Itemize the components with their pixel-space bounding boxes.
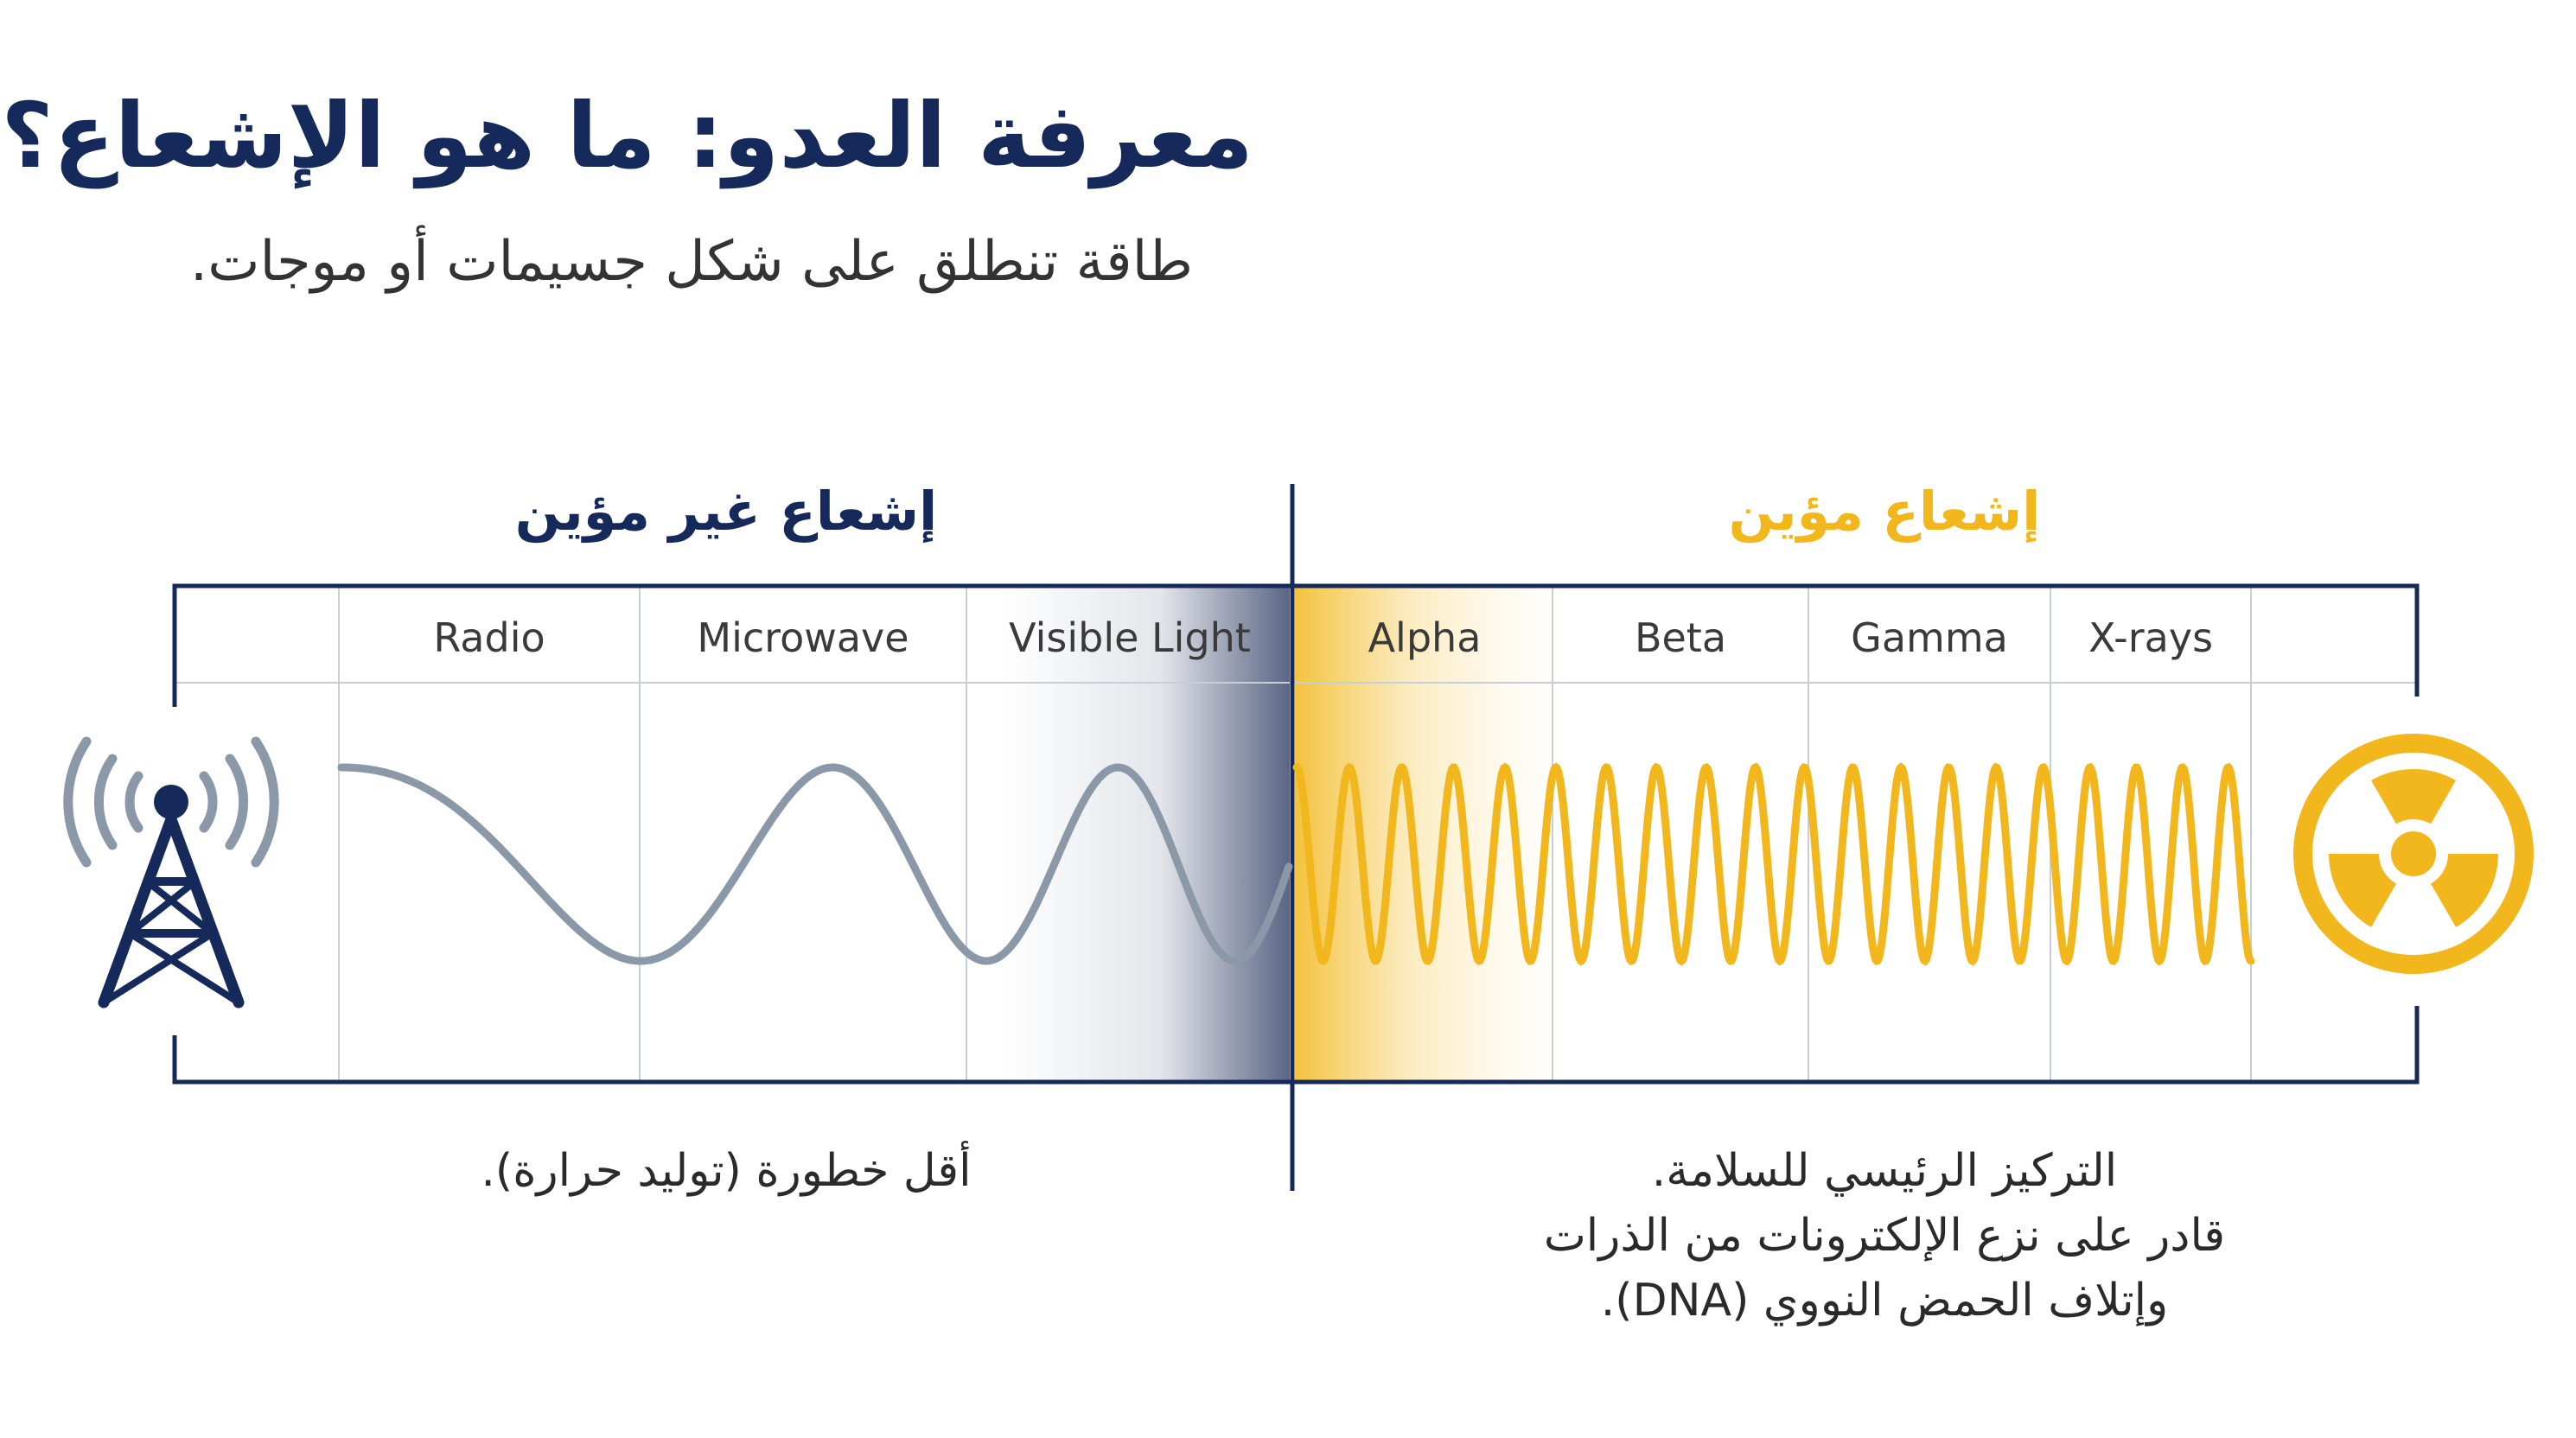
ionizing-heading: إشعاع مؤين: [1728, 480, 2041, 543]
non-ionizing-wave: [337, 763, 1293, 965]
band-label-visible-light: Visible Light: [1009, 614, 1251, 661]
non-ionizing-fade: [1003, 586, 1290, 1080]
band-label-radio: Radio: [433, 614, 545, 661]
band-label-x-rays: X-rays: [2088, 614, 2214, 661]
ionizing-note-line-3: وإتلاف الحمض النووي (DNA).: [1600, 1275, 2169, 1327]
radiation-hazard-icon: [2293, 734, 2534, 974]
non-ionizing-note: أقل خطورة (توليد حرارة).: [481, 1145, 972, 1197]
band-label-beta: Beta: [1634, 614, 1727, 661]
page-title: معرفة العدو: ما هو الإشعاع؟: [1, 83, 1253, 188]
band-label-microwave: Microwave: [697, 614, 909, 661]
radio-tower-icon: [63, 736, 279, 1009]
ionizing-wave: [1292, 762, 2255, 966]
page-subtitle: طاقة تنطلق على شكل جسيمات أو موجات.: [189, 230, 1193, 294]
trefoil-blade-right: [2431, 854, 2498, 927]
ionizing-note-line-1: التركيز الرئيسي للسلامة.: [1651, 1145, 2118, 1197]
ionizing-note-line-2: قادر على نزع الإلكترونات من الذرات: [1543, 1210, 2226, 1262]
band-label-gamma: Gamma: [1851, 614, 2008, 661]
band-label-alpha: Alpha: [1368, 614, 1482, 661]
trefoil-blade-top: [2371, 768, 2456, 824]
spectrum-frame: [172, 583, 2420, 1085]
ionizing-note: التركيز الرئيسي للسلامة. قادر على نزع ال…: [1487, 1139, 2282, 1333]
non-ionizing-heading: إشعاع غير مؤين: [514, 480, 938, 543]
trefoil-blade-left: [2329, 854, 2396, 927]
